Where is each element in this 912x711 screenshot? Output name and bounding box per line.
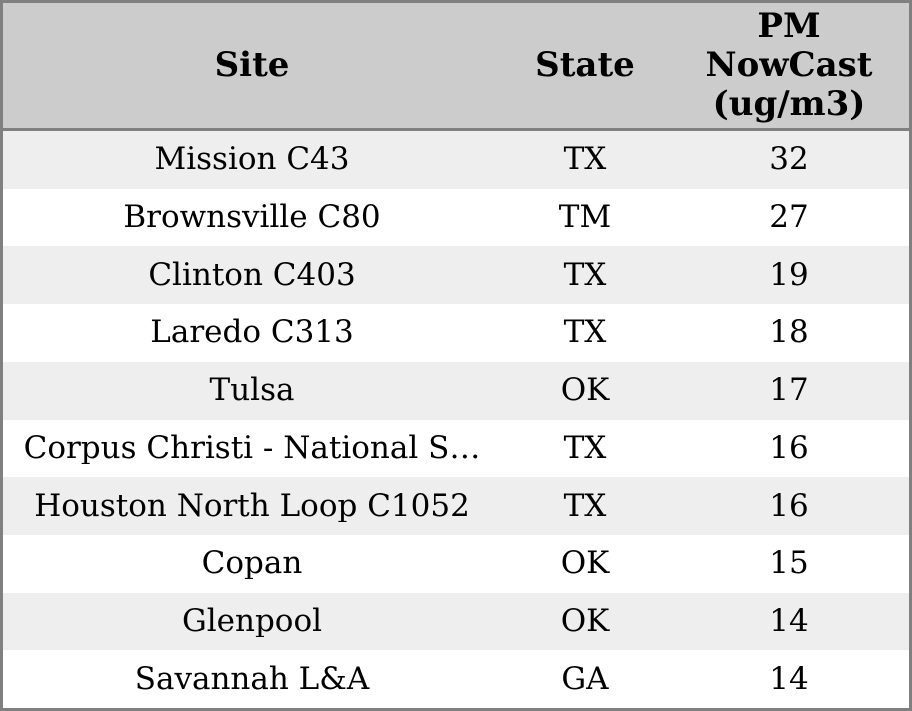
cell-site: Savannah L&A	[134, 663, 370, 695]
cell-state: GA	[561, 663, 609, 695]
cell-pm-nowcast: 16	[769, 432, 809, 464]
cell-pm-nowcast: 18	[769, 317, 809, 349]
cell-state: TX	[563, 259, 607, 291]
cell-pm-nowcast: 27	[769, 202, 809, 234]
cell-pm-nowcast: 15	[769, 548, 809, 580]
cell-site: Brownsville C80	[123, 202, 381, 234]
table-row: Glenpool OK 14	[3, 592, 909, 651]
cell-site: Corpus Christi - National S…	[23, 432, 481, 464]
table-row: Tulsa OK 17	[3, 361, 909, 420]
column-header-state: State	[535, 45, 635, 85]
cell-site: Laredo C313	[150, 317, 354, 349]
cell-state: OK	[560, 548, 610, 580]
cell-state: TX	[563, 490, 607, 522]
cell-pm-nowcast: 17	[769, 375, 809, 407]
column-header-pm-nowcast: PM NowCast (ug/m3)	[705, 6, 873, 124]
cell-state: TX	[563, 317, 607, 349]
cell-site: Glenpool	[181, 605, 323, 637]
table-header-row: Site State PM NowCast (ug/m3)	[3, 3, 909, 131]
cell-site: Houston North Loop C1052	[34, 490, 470, 522]
cell-site: Copan	[201, 548, 303, 580]
cell-pm-nowcast: 14	[769, 605, 809, 637]
table-row: Brownsville C80 TM 27	[3, 188, 909, 247]
cell-site: Mission C43	[154, 144, 350, 176]
cell-pm-nowcast: 16	[769, 490, 809, 522]
table-row: Laredo C313 TX 18	[3, 304, 909, 362]
cell-pm-nowcast: 32	[769, 144, 809, 176]
cell-state: TM	[558, 202, 612, 234]
cell-pm-nowcast: 19	[769, 259, 809, 291]
column-header-site: Site	[214, 45, 290, 85]
cell-site: Tulsa	[209, 375, 295, 407]
table-body: Mission C43 TX 32 Brownsville C80 TM 27 …	[3, 131, 909, 708]
table-row: Corpus Christi - National S… TX 16	[3, 419, 909, 478]
table-row: Copan OK 15	[3, 534, 909, 593]
table-row: Savannah L&A GA 14	[3, 650, 909, 708]
cell-state: TX	[563, 144, 607, 176]
table-row: Mission C43 TX 32	[3, 131, 909, 189]
table-row: Houston North Loop C1052 TX 16	[3, 477, 909, 535]
cell-state: OK	[560, 605, 610, 637]
cell-site: Clinton C403	[148, 259, 356, 291]
table-row: Clinton C403 TX 19	[3, 246, 909, 305]
cell-state: OK	[560, 375, 610, 407]
cell-pm-nowcast: 14	[769, 663, 809, 695]
cell-state: TX	[563, 432, 607, 464]
